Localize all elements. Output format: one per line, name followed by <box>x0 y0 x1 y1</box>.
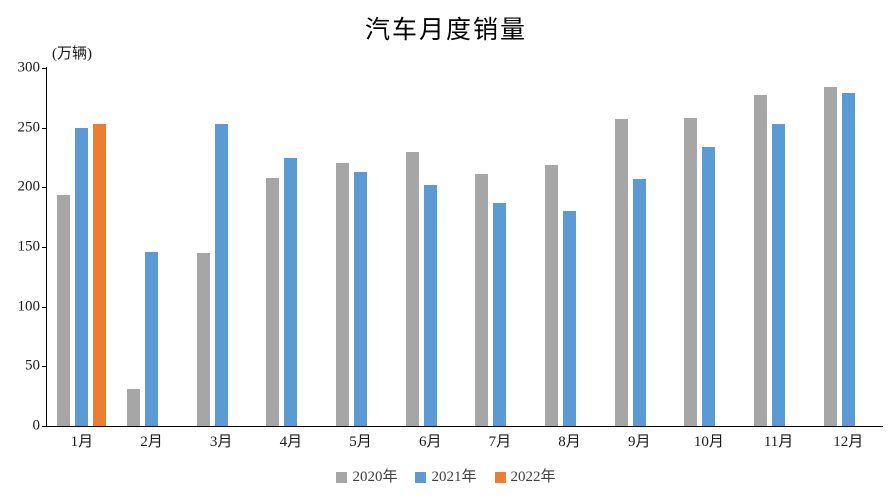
bar-2021年-11月 <box>772 124 786 426</box>
bar-group-7月 <box>465 68 535 426</box>
legend-label: 2021年 <box>431 469 477 485</box>
bar-2020年-2月 <box>127 389 140 426</box>
y-tick-label-100: 100 <box>17 298 41 315</box>
legend-item-2021年: 2021年 <box>415 469 477 485</box>
x-axis-labels: 1月 2月 3月 4月 5月 6月 7月 8月 9月 10月 11月 12月 <box>47 433 883 451</box>
x-tick-label-1月: 1月 <box>70 434 94 450</box>
legend-swatch-icon <box>494 472 506 483</box>
bar-2020年-5月 <box>336 163 350 426</box>
y-tick-mark <box>42 127 46 129</box>
bar-2021年-3月 <box>214 124 228 426</box>
y-tick-label-250: 250 <box>17 119 41 136</box>
legend-swatch-icon <box>336 472 348 483</box>
bar-group-2月 <box>117 68 187 426</box>
bar-group-5月 <box>326 68 396 426</box>
x-tick-label-2月: 2月 <box>140 434 163 450</box>
bar-2020年-11月 <box>754 95 768 426</box>
bar-2021年-2月 <box>145 251 158 426</box>
bar-2020年-12月 <box>823 87 837 426</box>
bar-group-11月 <box>744 68 814 426</box>
x-tick-label-11月: 11月 <box>763 434 794 450</box>
x-tick-label-3月: 3月 <box>209 434 233 450</box>
y-axis-line <box>46 67 47 426</box>
x-tick-label-4月: 4月 <box>279 434 303 450</box>
y-tick-mark <box>42 366 46 368</box>
bar-2020年-3月 <box>196 252 210 426</box>
y-tick-mark <box>42 187 46 189</box>
bar-2020年-4月 <box>266 177 280 426</box>
legend-item-2020年: 2020年 <box>336 470 397 485</box>
plot-area <box>47 68 883 426</box>
bar-2021年-12月 <box>841 93 855 426</box>
bar-2020年-9月 <box>614 119 628 426</box>
bar-group-9月 <box>604 68 674 426</box>
x-tick-label-12月: 12月 <box>833 434 864 450</box>
y-tick-label-0: 0 <box>32 417 41 434</box>
bar-2022年-1月 <box>93 124 107 426</box>
legend-swatch-icon <box>415 472 427 483</box>
x-tick-label-5月: 5月 <box>349 434 372 450</box>
x-tick-label-10月: 10月 <box>693 434 724 450</box>
y-tick-label-50: 50 <box>25 357 40 374</box>
chart-title: 汽车月度销量 <box>364 17 527 44</box>
bar-2020年-10月 <box>684 118 698 426</box>
y-tick-mark <box>42 306 46 308</box>
bar-group-12月 <box>813 68 883 426</box>
y-tick-label-300: 300 <box>17 59 41 76</box>
bar-2021年-6月 <box>423 184 437 426</box>
x-tick-label-6月: 6月 <box>418 434 442 450</box>
bar-2021年-10月 <box>702 146 716 426</box>
bar-group-10月 <box>674 68 744 426</box>
bar-2021年-1月 <box>75 127 89 426</box>
bar-2021年-8月 <box>563 211 577 426</box>
bar-group-3月 <box>186 68 256 426</box>
x-tick-label-8月: 8月 <box>558 434 581 450</box>
y-tick-mark <box>42 426 46 427</box>
y-tick-mark <box>42 68 46 69</box>
bar-2021年-5月 <box>354 171 368 426</box>
bar-2021年-4月 <box>284 157 298 426</box>
legend-label: 2022年 <box>510 469 556 485</box>
y-tick-label-200: 200 <box>17 178 41 195</box>
chart-legend: 2020年 2021年 2022年 <box>0 470 892 485</box>
y-tick-label-150: 150 <box>17 238 41 255</box>
x-tick-label-9月: 9月 <box>627 434 651 450</box>
bar-group-6月 <box>395 68 465 426</box>
bar-group-1月 <box>47 68 117 426</box>
legend-label: 2020年 <box>352 469 398 485</box>
y-tick-mark <box>42 247 46 248</box>
bar-2020年-8月 <box>545 164 559 426</box>
bar-2020年-7月 <box>475 174 489 426</box>
bar-2020年-1月 <box>57 194 71 426</box>
legend-item-2022年: 2022年 <box>494 469 556 485</box>
bar-2021年-9月 <box>632 178 646 426</box>
bar-group-8月 <box>535 68 605 426</box>
bar-2021年-7月 <box>493 202 507 426</box>
y-axis-unit-label: (万辆) <box>52 46 92 62</box>
bar-group-4月 <box>256 68 326 426</box>
x-tick-label-7月: 7月 <box>488 434 512 450</box>
x-axis-line <box>46 426 883 427</box>
bar-2020年-6月 <box>405 151 419 426</box>
